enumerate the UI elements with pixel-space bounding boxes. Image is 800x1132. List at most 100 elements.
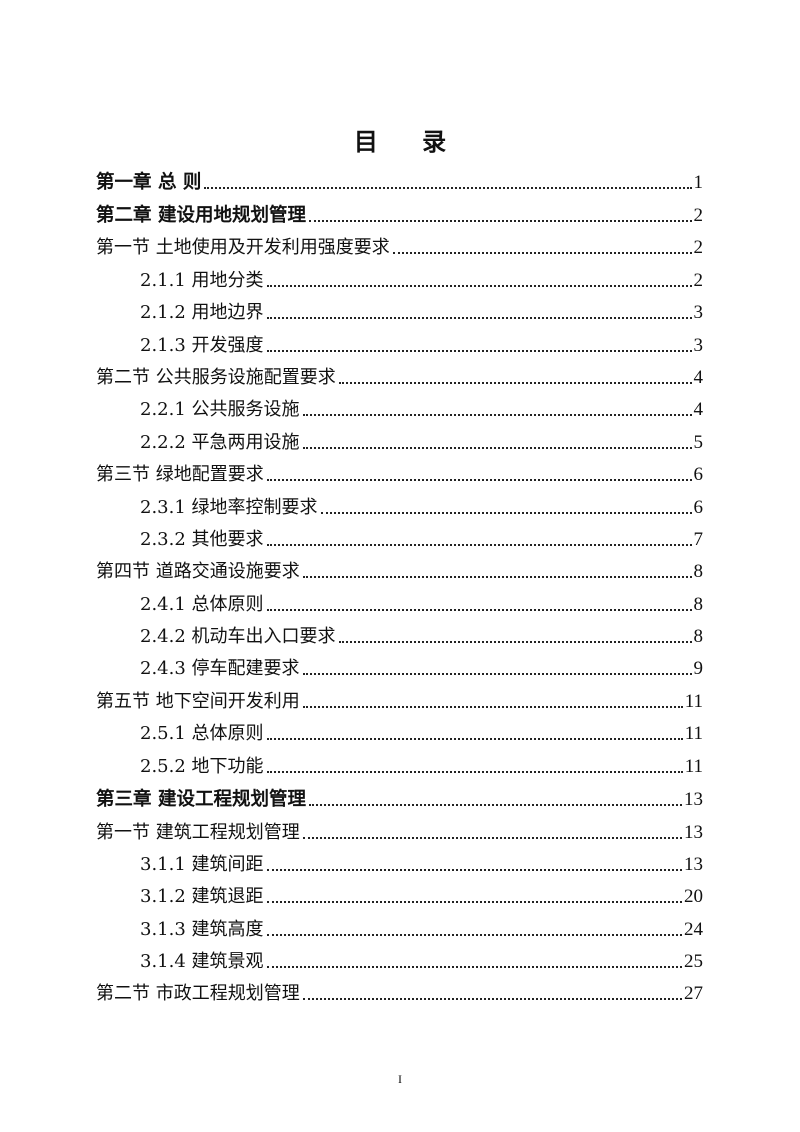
toc-entry-page: 6: [693, 464, 704, 486]
toc-entry-sub[interactable]: 2.5.1 总体原则 11: [96, 717, 703, 749]
dot-leader: [266, 868, 682, 871]
toc-entry-sub[interactable]: 2.4.2 机动车出入口要求 8: [96, 620, 703, 652]
toc-entry-label: 3.1.2 建筑退距: [140, 886, 264, 908]
dot-leader: [338, 381, 692, 384]
toc-entry-page: 1: [693, 171, 704, 193]
dot-leader: [302, 705, 683, 708]
toc-title: 目 录: [353, 128, 465, 156]
toc-entry-sub[interactable]: 2.3.2 其他要求 7: [96, 523, 703, 555]
dot-leader: [338, 641, 692, 644]
toc-entry-page: 27: [684, 983, 703, 1005]
toc-entry-section[interactable]: 第二节 市政工程规划管理 27: [96, 977, 703, 1009]
toc-entry-label: 3.1.4 建筑景观: [140, 951, 264, 973]
toc-entry-page: 13: [684, 853, 703, 875]
toc-entry-page: 2: [693, 237, 704, 259]
toc-entry-label: 2.3.1 绿地率控制要求: [140, 496, 318, 518]
toc-entry-page: 8: [693, 561, 704, 583]
dot-leader: [302, 998, 682, 1001]
toc-entry-label: 第一节 建筑工程规划管理: [96, 821, 300, 843]
dot-leader: [266, 901, 682, 904]
toc-entry-label: 2.1.2 用地边界: [140, 302, 264, 324]
toc-entry-page: 13: [684, 821, 703, 843]
toc-entry-label: 第四节 道路交通设施要求: [96, 561, 300, 583]
toc-entry-page: 5: [693, 431, 704, 453]
toc-entry-page: 25: [684, 951, 703, 973]
toc-entry-sub[interactable]: 3.1.1 建筑间距 13: [96, 848, 703, 880]
toc-entry-sub[interactable]: 2.4.3 停车配建要求 9: [96, 652, 703, 684]
toc-entry-label: 第二节 市政工程规划管理: [96, 983, 300, 1005]
toc-entry-chapter[interactable]: 第一章 总 则 1: [96, 164, 703, 198]
toc-entry-page: 4: [693, 366, 704, 388]
toc-entry-label: 2.4.1 总体原则: [140, 593, 264, 615]
toc-entry-label: 第二章 建设用地规划管理: [96, 205, 306, 226]
toc-entry-page: 11: [684, 723, 703, 745]
toc-entry-section[interactable]: 第四节 道路交通设施要求 8: [96, 555, 703, 587]
toc-entry-label: 2.1.1 用地分类: [140, 269, 264, 291]
toc-entry-label: 2.4.3 停车配建要求: [140, 658, 300, 680]
toc-entry-page: 11: [684, 690, 703, 712]
toc-entry-page: 13: [684, 789, 703, 811]
toc-entry-page: 24: [684, 918, 703, 940]
toc-entry-page: 8: [693, 626, 704, 648]
toc-entry-label: 第一章 总 则: [96, 171, 202, 193]
dot-leader: [320, 511, 692, 514]
dot-leader: [266, 479, 692, 482]
table-of-contents: 第一章 总 则 1 第二章 建设用地规划管理 2 第一节 土地使用及开发利用强度要求 2 2…: [96, 164, 703, 1009]
dot-leader: [308, 804, 682, 807]
toc-entry-page: 8: [693, 593, 704, 615]
toc-entry-label: 2.2.2 平急两用设施: [140, 431, 300, 453]
dot-leader: [302, 673, 692, 676]
toc-entry-page: 6: [693, 496, 704, 518]
dot-leader: [266, 284, 692, 287]
dot-leader: [392, 252, 692, 255]
toc-entry-sub[interactable]: 2.1.3 开发强度 3: [96, 328, 703, 360]
toc-entry-label: 2.5.1 总体原则: [140, 723, 264, 745]
toc-entry-label: 3.1.1 建筑间距: [140, 853, 264, 875]
toc-entry-page: 3: [693, 334, 704, 356]
dot-leader: [266, 543, 692, 546]
toc-entry-sub[interactable]: 2.2.1 公共服务设施 4: [96, 393, 703, 425]
toc-entry-section[interactable]: 第五节 地下空间开发利用 11: [96, 684, 703, 716]
toc-entry-page: 2: [693, 205, 704, 226]
toc-entry-sub[interactable]: 3.1.3 建筑高度 24: [96, 912, 703, 944]
toc-entry-label: 第一节 土地使用及开发利用强度要求: [96, 237, 390, 259]
toc-entry-label: 第五节 地下空间开发利用: [96, 690, 300, 712]
toc-entry-page: 2: [693, 269, 704, 291]
dot-leader: [266, 738, 683, 741]
toc-entry-label: 2.2.1 公共服务设施: [140, 399, 300, 421]
dot-leader: [266, 933, 682, 936]
dot-leader: [266, 966, 682, 969]
dot-leader: [266, 608, 692, 611]
dot-leader: [302, 576, 692, 579]
dot-leader: [266, 349, 692, 352]
dot-leader: [266, 317, 692, 320]
toc-entry-page: 11: [684, 755, 703, 777]
toc-entry-section[interactable]: 第一节 建筑工程规划管理 13: [96, 815, 703, 847]
toc-entry-section[interactable]: 第一节 土地使用及开发利用强度要求 2: [96, 231, 703, 263]
toc-entry-label: 3.1.3 建筑高度: [140, 918, 264, 940]
toc-entry-sub[interactable]: 2.1.2 用地边界 3: [96, 296, 703, 328]
toc-entry-sub[interactable]: 2.3.1 绿地率控制要求 6: [96, 490, 703, 522]
toc-entry-label: 第三章 建设工程规划管理: [96, 789, 306, 811]
page-number: I: [398, 1072, 402, 1086]
toc-entry-sub[interactable]: 2.5.2 地下功能 11: [96, 749, 703, 781]
toc-entry-sub[interactable]: 3.1.2 建筑退距 20: [96, 880, 703, 912]
dot-leader: [308, 220, 692, 222]
toc-entry-chapter[interactable]: 第三章 建设工程规划管理 13: [96, 782, 703, 816]
toc-entry-page: 4: [693, 399, 704, 421]
toc-entry-label: 2.1.3 开发强度: [140, 334, 264, 356]
toc-entry-page: 9: [693, 658, 704, 680]
toc-entry-section[interactable]: 第三节 绿地配置要求 6: [96, 458, 703, 490]
toc-entry-section[interactable]: 第二节 公共服务设施配置要求 4: [96, 361, 703, 393]
toc-entry-sub[interactable]: 2.4.1 总体原则 8: [96, 587, 703, 619]
toc-entry-chapter[interactable]: 第二章 建设用地规划管理 2: [96, 198, 703, 232]
toc-entry-sub[interactable]: 3.1.4 建筑景观 25: [96, 945, 703, 977]
dot-leader: [266, 770, 683, 773]
toc-entry-page: 3: [693, 302, 704, 324]
toc-entry-label: 2.5.2 地下功能: [140, 755, 264, 777]
toc-entry-page: 20: [684, 886, 703, 908]
toc-entry-sub[interactable]: 2.2.2 平急两用设施 5: [96, 425, 703, 457]
toc-entry-sub[interactable]: 2.1.1 用地分类 2: [96, 263, 703, 295]
dot-leader: [302, 446, 692, 449]
toc-entry-label: 2.4.2 机动车出入口要求: [140, 626, 336, 648]
